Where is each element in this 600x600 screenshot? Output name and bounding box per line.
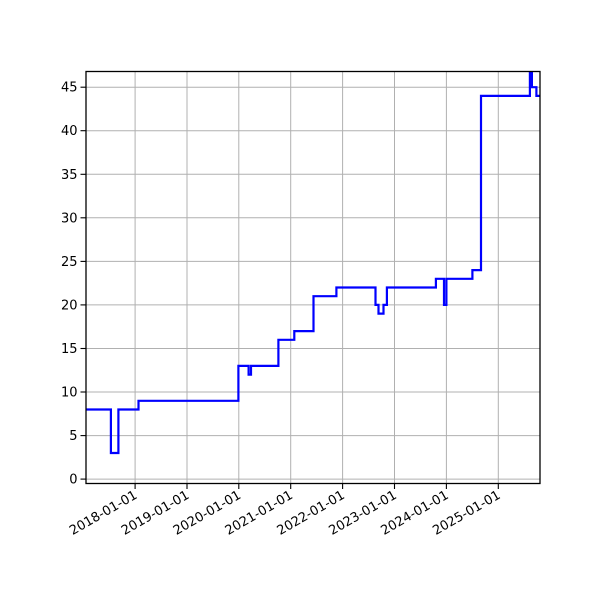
y-tick-label-20: 20 [61, 298, 78, 313]
y-tick-label-15: 15 [61, 342, 78, 357]
y-tick-label-25: 25 [61, 255, 78, 270]
y-tick-label-45: 45 [61, 81, 78, 96]
y-tick-label-10: 10 [61, 386, 78, 401]
y-tick-label-0: 0 [69, 473, 77, 488]
y-axis: 0 5 10 15 20 25 30 35 40 45 [61, 81, 86, 488]
y-tick-label-5: 5 [69, 429, 77, 444]
axes-frame [85, 70, 541, 485]
data-line-step-series [86, 71, 540, 455]
plot-border [85, 70, 541, 485]
x-axis: 2018-01-012019-01-012020-01-012021-01-01… [67, 483, 503, 539]
data-line-layer [86, 71, 540, 455]
y-tick-label-30: 30 [61, 211, 78, 226]
y-tick-label-35: 35 [61, 168, 78, 183]
y-tick-label-40: 40 [61, 124, 78, 139]
